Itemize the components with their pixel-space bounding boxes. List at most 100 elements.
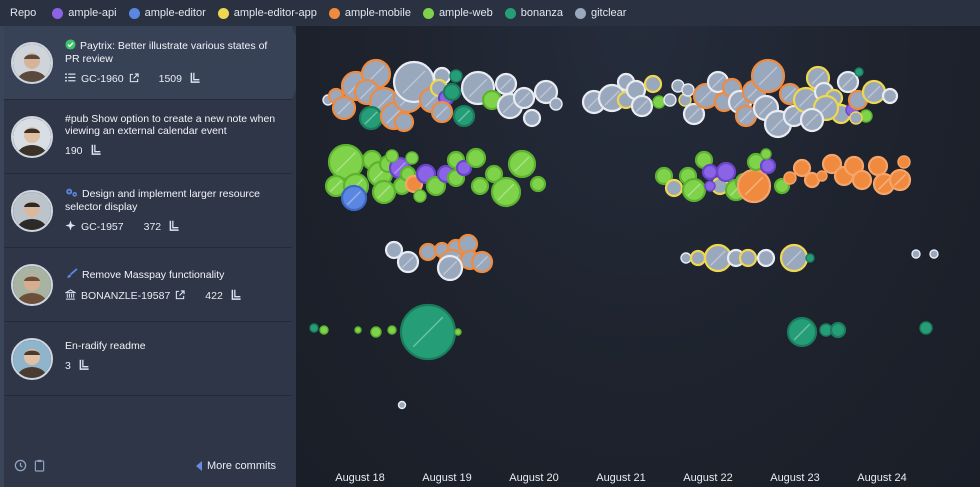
commit-bubble[interactable] xyxy=(309,323,319,333)
ticket-id[interactable]: GC-1960 xyxy=(81,73,124,85)
commit-bubble[interactable] xyxy=(681,83,695,97)
commit-bubble[interactable] xyxy=(430,100,454,124)
commit-bubble[interactable] xyxy=(522,108,542,128)
commit-bubble[interactable] xyxy=(331,95,357,121)
commit-bubble[interactable] xyxy=(529,175,547,193)
commit-bubble[interactable] xyxy=(652,95,666,109)
commit-bubble[interactable] xyxy=(680,252,692,264)
commit-bubble[interactable] xyxy=(664,178,684,198)
commit-bubble[interactable] xyxy=(759,157,777,175)
commit-title[interactable]: Paytrix: Better illustrate various state… xyxy=(65,39,282,65)
commit-bubble[interactable] xyxy=(399,303,457,361)
commit-bubble[interactable] xyxy=(779,243,809,273)
commit-bubble[interactable] xyxy=(455,159,473,177)
commit-bubble[interactable] xyxy=(393,111,415,133)
commit-bubble[interactable] xyxy=(507,149,537,179)
legend-item-ample-web[interactable]: ample-web xyxy=(422,7,493,19)
commit-title[interactable]: Remove Masspay functionality xyxy=(65,268,282,282)
commit-bubble[interactable] xyxy=(919,321,933,335)
commit-bubble[interactable] xyxy=(413,189,427,203)
commit-bubble[interactable] xyxy=(736,168,772,204)
commit-title[interactable]: En-radify readme xyxy=(65,340,282,352)
commit-bubble[interactable] xyxy=(881,87,899,105)
commit-bubble[interactable] xyxy=(418,242,438,262)
commit-bubble[interactable] xyxy=(851,169,873,191)
commit-bubble[interactable] xyxy=(854,67,864,77)
commit-bubble[interactable] xyxy=(371,179,397,205)
legend-item-bonanza[interactable]: bonanza xyxy=(504,7,563,19)
commit-bubble[interactable] xyxy=(484,164,504,184)
commit-bubble[interactable] xyxy=(354,326,362,334)
commit-bubble[interactable] xyxy=(358,105,384,131)
legend-item-ample-editor-app[interactable]: ample-editor-app xyxy=(217,7,317,19)
commit-bubble[interactable] xyxy=(836,70,860,94)
commit-bubble[interactable] xyxy=(470,250,494,274)
commit-bubble[interactable] xyxy=(397,400,407,410)
commit-bubble[interactable] xyxy=(465,147,487,169)
clock-icon[interactable] xyxy=(14,459,27,475)
ticket-id[interactable]: GC-1957 xyxy=(81,221,124,233)
more-commits-button[interactable]: More commits xyxy=(195,460,276,472)
commit-bubble[interactable] xyxy=(387,325,397,335)
commit-bubble[interactable] xyxy=(783,171,797,185)
commit-bubble[interactable] xyxy=(861,79,887,105)
commit-bubble[interactable] xyxy=(454,328,462,336)
commit-bubble[interactable] xyxy=(792,158,812,178)
commit-bubble[interactable] xyxy=(384,240,404,260)
commit-bubble[interactable] xyxy=(929,249,939,259)
commit-bubble[interactable] xyxy=(470,176,490,196)
commit-bubble[interactable] xyxy=(319,325,329,335)
commit-bubble[interactable] xyxy=(494,72,518,96)
commit-bubble[interactable] xyxy=(533,79,559,105)
commit-bubble[interactable] xyxy=(816,170,828,182)
legend-item-gitclear[interactable]: gitclear xyxy=(574,7,626,19)
commit-bubble[interactable] xyxy=(701,163,719,181)
commit-bubble[interactable] xyxy=(442,82,462,102)
commit-bubble[interactable] xyxy=(897,155,911,169)
commit-bubble[interactable] xyxy=(630,94,654,118)
commit-bubble[interactable] xyxy=(799,107,825,133)
commit-bubble[interactable] xyxy=(490,176,522,208)
commit-title[interactable]: Design and implement larger resource sel… xyxy=(65,187,282,213)
commit-bubble[interactable] xyxy=(405,151,419,165)
commit-bubble[interactable] xyxy=(654,166,674,186)
commit-bubble[interactable] xyxy=(756,248,776,268)
commit-bubble[interactable] xyxy=(663,93,677,107)
clipboard-icon[interactable] xyxy=(34,459,45,475)
commit-bubble[interactable] xyxy=(681,177,707,203)
commit-row[interactable]: Design and implement larger resource sel… xyxy=(4,174,308,248)
ticket-id[interactable]: BONANZLE-19587 xyxy=(81,290,171,302)
commit-bubble[interactable] xyxy=(715,161,737,183)
commit-row[interactable]: Paytrix: Better illustrate various state… xyxy=(4,26,308,100)
commit-bubble[interactable] xyxy=(436,254,464,282)
commit-bubble[interactable] xyxy=(760,148,772,160)
external-link-icon[interactable] xyxy=(175,289,185,303)
commit-title[interactable]: #pub Show option to create a new note wh… xyxy=(65,113,282,137)
commit-bubble[interactable] xyxy=(452,104,476,128)
commit-bubble[interactable] xyxy=(643,74,663,94)
commit-bubble[interactable] xyxy=(385,149,399,163)
legend-item-ample-editor[interactable]: ample-editor xyxy=(128,7,206,19)
commit-bubble[interactable] xyxy=(829,321,847,339)
commit-row[interactable]: Remove Masspay functionality BONANZLE-195… xyxy=(4,248,308,322)
commit-bubble[interactable] xyxy=(867,155,889,177)
commit-bubble[interactable] xyxy=(449,69,463,83)
commit-bubble[interactable] xyxy=(425,175,447,197)
commit-bubble[interactable] xyxy=(704,180,716,192)
commit-bubble[interactable] xyxy=(682,102,706,126)
commit-bubble[interactable] xyxy=(805,253,815,263)
external-link-icon[interactable] xyxy=(129,72,139,86)
commit-row[interactable]: En-radify readme 3 xyxy=(4,322,308,396)
commit-bubble[interactable] xyxy=(888,168,912,192)
commit-bubble[interactable] xyxy=(370,326,382,338)
commit-bubble[interactable] xyxy=(821,153,843,175)
commit-bubble[interactable] xyxy=(911,249,921,259)
commit-bubble[interactable] xyxy=(340,184,368,212)
commit-bubble[interactable] xyxy=(786,316,818,348)
commit-bubble[interactable] xyxy=(738,248,758,268)
commit-bubble[interactable] xyxy=(512,86,536,110)
commit-bubble[interactable] xyxy=(849,111,863,125)
commit-bubble[interactable] xyxy=(689,249,707,267)
commit-row[interactable]: #pub Show option to create a new note wh… xyxy=(4,100,308,174)
commit-bubble[interactable] xyxy=(396,250,420,274)
